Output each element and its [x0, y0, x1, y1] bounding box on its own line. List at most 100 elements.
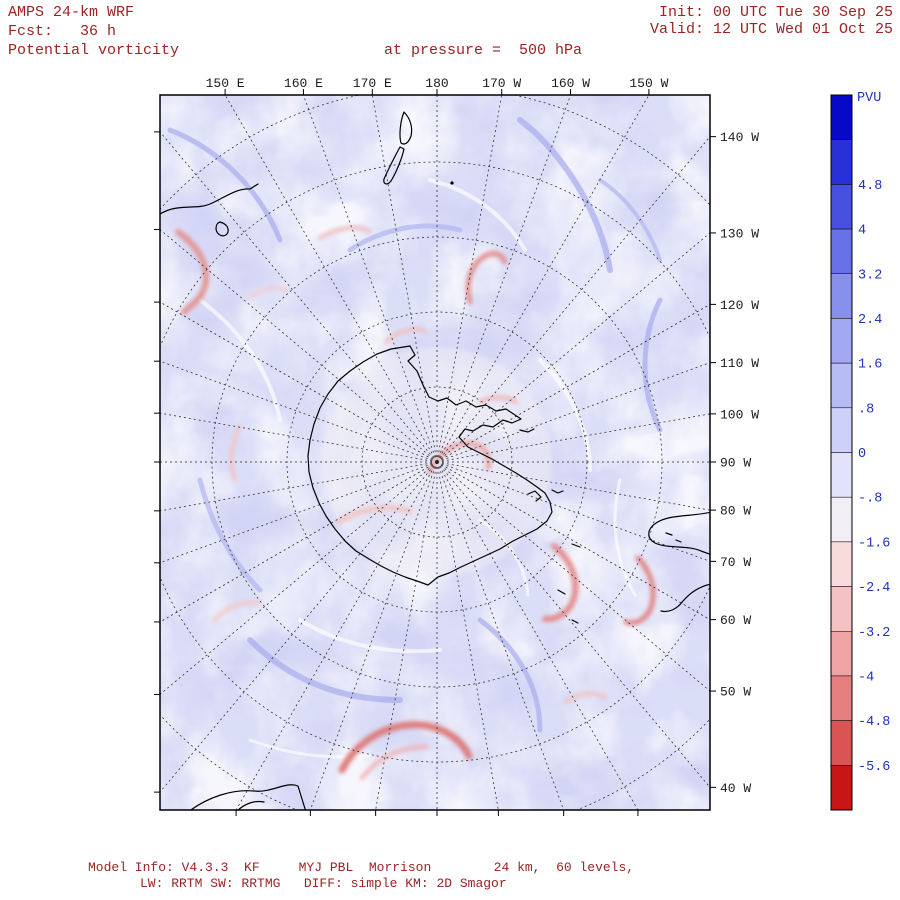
- meridian-line: [159, 412, 438, 463]
- ice-shelf-edge: [519, 428, 581, 624]
- meridian-line: [436, 461, 711, 692]
- right-longitude-label: 70 W: [720, 555, 751, 570]
- meridian-line: [224, 94, 438, 463]
- meridian-line: [159, 461, 438, 793]
- meridian-line: [159, 301, 438, 463]
- right-longitude-label: 60 W: [720, 613, 751, 628]
- top-longitude-label: 170 E: [353, 76, 392, 91]
- blue-filaments: [167, 117, 663, 733]
- latitude-circle: [160, 161, 710, 763]
- meridian-line: [235, 461, 438, 811]
- colorbar-segment: [830, 228, 853, 274]
- colorbar-tick-label: 2.4: [858, 313, 882, 328]
- init-time: Init: 00 UTC Tue 30 Sep 25: [658, 4, 893, 21]
- meridian-line: [159, 461, 438, 695]
- colorbar-segment: [830, 496, 853, 543]
- field-name: Potential vorticity: [8, 42, 180, 59]
- meridian-line: [436, 461, 499, 811]
- colorbar-tick-label: -.8: [858, 492, 882, 507]
- colorbar-segment: [830, 362, 853, 409]
- colorbar-tick-label: -3.2: [858, 626, 890, 641]
- colorbar-segment: [830, 586, 853, 632]
- tasmania-coastline: [215, 221, 229, 237]
- meridian-line: [159, 461, 438, 623]
- colorbar-segment: [830, 720, 853, 766]
- antarctica-coastline: [307, 345, 553, 586]
- model-info-line2: LW: RRTM SW: RRTMG DIFF: simple KM: 2D S…: [140, 876, 507, 891]
- meridian-line: [436, 94, 503, 463]
- right-longitude-label: 50 W: [720, 685, 751, 700]
- top-longitude-label: 150 E: [206, 76, 245, 91]
- right-longitude-label: 40 W: [720, 781, 751, 796]
- model-info-line1: Model Info: V4.3.3 KF MYJ PBL Morrison 2…: [88, 860, 635, 875]
- colorbar-segment: [830, 452, 853, 498]
- colorbar: 4.8 4 3.2 2.4 1.6 .8 0 -.8 -1.6 -2.4 -3.2 -4 -4.8 -5.…: [830, 91, 890, 811]
- frame-ticks: [154, 89, 716, 816]
- colorbar-segment: [830, 631, 853, 677]
- australia-coastline: [160, 183, 259, 215]
- meridian-line: [436, 461, 639, 811]
- meridian-line: [309, 461, 438, 811]
- colorbar-tick-label: -1.6: [858, 536, 890, 551]
- right-longitude-label: 130 W: [720, 226, 759, 241]
- meridian-line: [159, 461, 438, 512]
- map-frame: [159, 94, 711, 811]
- colorbar-segment: [830, 139, 853, 185]
- coastlines: [160, 111, 710, 810]
- colorbar-tick-label: 4.8: [858, 179, 882, 194]
- bottom-left-coastline: [189, 784, 307, 810]
- colorbar-segment: [830, 184, 853, 230]
- meridian-line: [159, 229, 438, 463]
- colorbar-tick-label: 0: [858, 447, 866, 462]
- latitude-circle: [361, 386, 513, 538]
- meridian-line: [436, 461, 565, 811]
- meridian-line: [375, 461, 438, 811]
- colorbar-segment: [830, 273, 853, 319]
- colorbar-outline: [830, 94, 853, 811]
- top-longitude-label: 150 W: [629, 76, 668, 91]
- right-longitude-label: 80 W: [720, 504, 751, 519]
- colorbar-tick-label: 4: [858, 224, 866, 239]
- top-longitude-label: 170 W: [482, 76, 521, 91]
- meridian-line: [436, 461, 711, 788]
- colorbar-unit-label: PVU: [857, 91, 881, 106]
- red-filaments: [175, 225, 656, 780]
- pv-field: [160, 95, 710, 810]
- right-longitude-label: 110 W: [720, 356, 759, 371]
- top-longitude-label: 160 E: [284, 76, 323, 91]
- graticule: [159, 94, 711, 811]
- right-longitude-label: 90 W: [720, 456, 751, 471]
- forecast-hour: Fcst: 36 h: [8, 23, 117, 40]
- small-island: [450, 181, 454, 185]
- latitude-circle: [211, 236, 663, 688]
- colorbar-tick-label: 3.2: [858, 268, 882, 283]
- meridian-line: [303, 94, 438, 463]
- colorbar-tick-label: -2.4: [858, 581, 890, 596]
- level-label: at pressure = 500 hPa: [384, 42, 583, 59]
- axis-labels: 150 E 160 E 170 E 180 170 W 160 W 150 W 140 W 13…: [206, 76, 760, 796]
- colorbar-segment: [830, 318, 853, 364]
- model-name: AMPS 24-km WRF: [8, 4, 135, 21]
- right-longitude-label: 140 W: [720, 130, 759, 145]
- meridian-line: [436, 94, 571, 463]
- colorbar-segment: [830, 407, 853, 453]
- meridian-line: [436, 461, 711, 511]
- meridian-line: [436, 362, 711, 463]
- meridian-line: [436, 136, 711, 463]
- colorbar-tick-label: -4.8: [858, 715, 890, 730]
- colorbar-segment: [830, 765, 853, 811]
- colorbar-segment: [830, 541, 853, 587]
- colorbar-segment: [830, 94, 853, 140]
- meridian-line: [159, 461, 438, 564]
- latitude-circle: [286, 311, 588, 613]
- right-longitude-label: 100 W: [720, 407, 759, 422]
- colorbar-segment: [830, 675, 853, 721]
- meridian-line: [436, 461, 711, 562]
- top-longitude-label: 160 W: [551, 76, 590, 91]
- meridian-line: [159, 360, 438, 463]
- south-america-coastline: [648, 511, 710, 613]
- new-zealand-coastline: [383, 111, 413, 185]
- colorbar-tick-label: -4: [858, 670, 874, 685]
